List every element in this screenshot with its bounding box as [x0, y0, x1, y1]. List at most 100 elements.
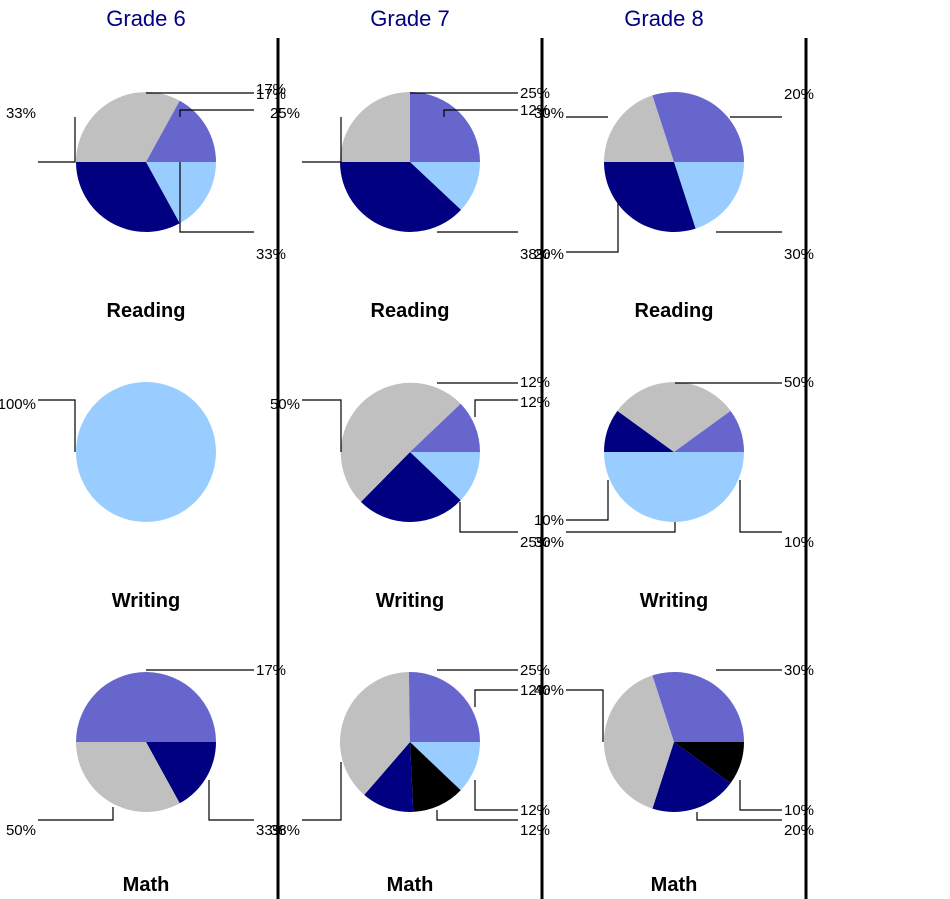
leader-line — [179, 109, 254, 117]
pie-chart-grade7-writing: 12% 25% 50% 12% — [270, 374, 550, 551]
slice-label: 38% — [520, 246, 550, 263]
subject-title: Reading — [371, 300, 450, 322]
leader-line — [739, 480, 782, 533]
pie-slice — [410, 742, 461, 812]
slice-label: 33% — [256, 246, 286, 263]
slice-label: 50% — [6, 822, 36, 839]
slice-label: 100% — [0, 396, 36, 413]
pie-chart-grade8-reading: 20% 30% 20% 30% — [534, 86, 814, 263]
pie-slice — [410, 742, 480, 791]
pie-slice — [76, 382, 216, 522]
leader-line — [474, 780, 518, 811]
slice-label: 10% — [784, 534, 814, 551]
pie-slice — [674, 410, 744, 452]
pie-slice — [410, 162, 480, 210]
slice-label: 40% — [534, 682, 564, 699]
pie-chart-grade6-writing: 100% — [0, 382, 216, 522]
slice-label: 33% — [6, 105, 36, 122]
pie-slice — [603, 675, 674, 809]
leader-line — [436, 810, 518, 821]
leader-line — [566, 522, 676, 533]
subject-title: Writing — [640, 590, 709, 612]
slice-label: 25% — [520, 534, 550, 551]
leader-line — [302, 117, 342, 163]
leader-line — [38, 399, 76, 452]
slice-label: 17% — [256, 86, 286, 103]
pie-slice — [340, 382, 461, 502]
slice-label: 10% — [534, 512, 564, 529]
pie-slice — [617, 382, 731, 452]
grade-7-header: Grade 7 — [370, 6, 450, 31]
subject-title: Reading — [635, 300, 714, 322]
pie-chart-grade8-writing: 50% 10% 30% 10% — [534, 374, 814, 551]
subject-title: Writing — [376, 590, 445, 612]
slice-label: 30% — [534, 534, 564, 551]
leader-line — [696, 812, 782, 821]
pie-slice — [146, 162, 216, 224]
pie-slice — [364, 742, 414, 812]
slice-label: 12% — [520, 394, 550, 411]
slice-label: 12% — [520, 374, 550, 391]
pie-slice — [340, 162, 461, 232]
pie-slice — [410, 92, 480, 162]
pie-slice — [76, 162, 180, 232]
leader-line — [38, 807, 114, 821]
slice-label: 38% — [270, 822, 300, 839]
pie-slice — [604, 162, 696, 233]
slice-label: 50% — [270, 396, 300, 413]
slice-label: 50% — [784, 374, 814, 391]
pie-chart-grade7-math: 12% 12% 12% 38% 25% — [270, 662, 550, 839]
slice-label: 17% — [256, 81, 286, 98]
slice-label: 10% — [784, 802, 814, 819]
pie-slice — [604, 410, 674, 452]
pie-slice — [360, 452, 461, 523]
pie-chart-grade8-math: 10% 20% 40% 30% — [534, 662, 814, 839]
leader-line — [474, 399, 518, 417]
slice-label: 20% — [784, 86, 814, 103]
pie-slice — [604, 452, 744, 522]
pie-slice — [146, 742, 216, 804]
pie-slice — [408, 671, 481, 742]
slice-label: 33% — [256, 822, 286, 839]
pie-slice — [340, 92, 410, 162]
leader-line — [566, 480, 609, 521]
subject-title: Writing — [112, 590, 181, 612]
slice-label: 12% — [520, 102, 550, 119]
leader-line — [208, 780, 254, 821]
slice-label: 20% — [784, 822, 814, 839]
pie-slice — [410, 452, 481, 501]
pie-slice — [146, 100, 216, 162]
slice-label: 20% — [534, 246, 564, 263]
pie-slice — [652, 91, 744, 162]
slice-label: 30% — [784, 662, 814, 679]
pie-chart-grade6-math: 17% 33% 50% — [6, 662, 286, 839]
pie-slice — [652, 742, 731, 812]
leader-line — [566, 200, 619, 253]
leader-line — [739, 780, 782, 811]
pie-chart-grade7-reading: 12% 38% 25% 25% — [270, 85, 550, 263]
pie-slice — [410, 403, 480, 452]
slice-label: 12% — [520, 682, 550, 699]
slice-label: 25% — [520, 662, 550, 679]
grade-6-header: Grade 6 — [106, 6, 186, 31]
slice-label: 12% — [520, 802, 550, 819]
slice-label: 17% — [256, 662, 286, 679]
slice-label: 30% — [534, 105, 564, 122]
leader-line — [474, 689, 518, 707]
subject-title: Math — [651, 874, 698, 896]
slice-label: 30% — [784, 246, 814, 263]
slice-label: 25% — [270, 105, 300, 122]
subject-title: Math — [123, 874, 170, 896]
pie-slice — [76, 672, 216, 742]
grade-8-header: Grade 8 — [624, 6, 704, 31]
leader-line — [566, 689, 604, 742]
leader-line — [38, 117, 76, 163]
leader-line — [179, 162, 254, 233]
leader-line — [459, 502, 518, 533]
subject-title: Reading — [107, 300, 186, 322]
slice-label: 25% — [520, 85, 550, 102]
pie-slice — [674, 162, 744, 229]
leader-line — [302, 762, 342, 821]
pie-slice — [340, 672, 410, 795]
